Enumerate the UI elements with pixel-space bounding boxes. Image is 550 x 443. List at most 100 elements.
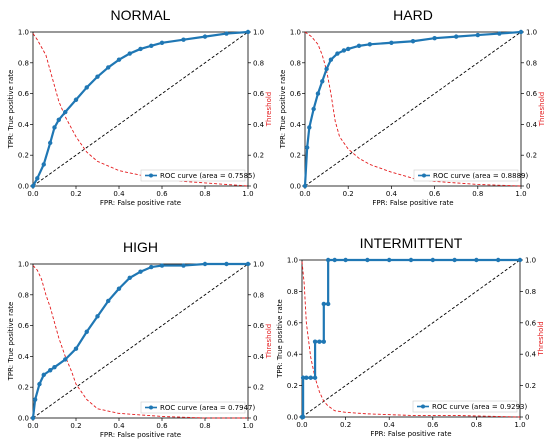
chart3-ytick-label: 0.0 — [18, 415, 29, 423]
chart2-roc-point — [315, 91, 321, 96]
chart3-roc-point — [127, 275, 132, 281]
chart2-ytick-label: 0.8 — [290, 59, 301, 67]
chart4-roc-point — [304, 375, 309, 380]
chart3-roc-point — [116, 286, 122, 291]
chart4-legend-label: ROC curve (area = 0.9293) — [432, 403, 527, 411]
chart2-legend-box — [413, 169, 519, 182]
chart3-diagonal-line — [32, 263, 249, 419]
chart3-ytick-label: 1.0 — [18, 261, 29, 269]
chart1-axes-frame — [32, 31, 249, 187]
chart2-xtick-label: 1.0 — [515, 190, 526, 198]
chart1-roc-point — [52, 125, 57, 130]
chart2-ytick-label: 0.0 — [290, 183, 301, 191]
chart3-roc-point — [224, 261, 229, 267]
chart3-threshold-line — [32, 265, 248, 419]
chart2-y2tick-label: 0.6 — [526, 90, 538, 98]
chart2-roc-point — [497, 31, 502, 36]
chart3-legend-label: ROC curve (area = 0.7947) — [160, 404, 255, 412]
chart3-roc-point — [48, 368, 53, 373]
chart4-roc-point — [517, 257, 523, 263]
chart3-axes-frame — [32, 263, 249, 419]
chart1-xlabel: FPR: False positive rate — [100, 199, 181, 207]
chart1-roc-point — [73, 97, 79, 102]
chart2-roc-point — [328, 57, 334, 62]
chart1-roc-point — [149, 43, 154, 49]
chart2-y2tick-label: 0.4 — [526, 121, 538, 129]
chart1-roc-point — [202, 34, 208, 39]
chart2-roc-point — [518, 29, 524, 35]
chart2-roc-point — [410, 39, 416, 44]
chart4-roc-point — [496, 257, 501, 263]
chart4-roc-point — [408, 257, 414, 263]
chart1-ytick-label: 0.8 — [18, 59, 29, 67]
chart3-roc-point — [30, 415, 36, 421]
chart3-legend-box — [140, 401, 246, 414]
chart1-xtick-label: 0.8 — [199, 190, 210, 198]
chart3-ytick-label: 0.8 — [18, 291, 29, 299]
chart2-roc-point — [454, 34, 459, 39]
chart3-xtick-label: 0.8 — [199, 422, 210, 430]
chart1-roc-point — [224, 31, 229, 36]
chart3-y2tick-label: 1.0 — [253, 261, 264, 269]
chart4-xlabel: FPR: False positive rate — [370, 430, 451, 438]
chart3-title: HIGH — [123, 239, 158, 255]
chart2-roc-point — [389, 40, 394, 45]
chart1-xtick-label: 0.6 — [156, 190, 168, 198]
chart4-xtick-label: 0.4 — [384, 421, 396, 429]
chart4-y2tick-label: 0 — [525, 414, 529, 422]
chart2-ytick-label: 0.6 — [290, 90, 302, 98]
chart3-roc-point — [106, 298, 111, 304]
chart4-roc-point — [325, 301, 331, 307]
chart1-xtick-label: 0.2 — [70, 190, 81, 198]
chart3-roc-point — [52, 364, 57, 370]
chart2-ylabel: TPR: True positive rate — [279, 70, 287, 150]
chart4-roc-point — [317, 339, 322, 344]
chart4-y2tick-label: 0.4 — [525, 351, 537, 359]
chart1-roc-point — [84, 85, 89, 90]
chart4-xtick-label: 0.2 — [340, 421, 351, 429]
chart3-xtick-label: 0.2 — [70, 422, 81, 430]
chart4-title: INTERMITTENT — [360, 235, 463, 251]
chart3-roc-point — [138, 269, 143, 274]
chart3-ytick-label: 0.4 — [18, 353, 30, 361]
chart2-ytick-label: 0.2 — [290, 152, 301, 160]
chart2-xtick-label: 0.0 — [299, 190, 310, 198]
chart1-roc-point — [48, 140, 53, 146]
chart4-roc-point — [321, 301, 326, 307]
chart1-roc-point — [159, 40, 165, 45]
chart1-y2tick-label: 0.4 — [253, 121, 265, 129]
chart2-y2label: Threshold — [538, 92, 546, 128]
chart1-xtick-label: 0.4 — [113, 190, 125, 198]
chart3-xtick-label: 1.0 — [242, 422, 253, 430]
chart1-diagonal-line — [32, 31, 249, 187]
chart4-ytick-label: 0.2 — [287, 382, 298, 390]
chart2-xlabel: FPR: False positive rate — [372, 199, 453, 207]
chart4-roc-point — [430, 257, 435, 263]
chart3-xlabel: FPR: False positive rate — [100, 431, 181, 439]
chart4-ylabel: TPR: True positive rate — [276, 299, 284, 379]
chart1-y2label: Threshold — [265, 92, 273, 128]
chart1-roc-point — [181, 37, 186, 42]
chart2-roc-point — [307, 125, 312, 130]
chart4-xtick-label: 1.0 — [514, 421, 525, 429]
chart3-roc-point — [32, 397, 38, 402]
chart3-roc-point — [63, 357, 68, 362]
chart4-roc-point — [325, 257, 331, 263]
chart2-y2tick-label: 1.0 — [526, 29, 537, 37]
chart1-threshold-line — [32, 33, 249, 187]
chart2-roc-point — [367, 42, 372, 47]
chart2-roc-point — [475, 32, 480, 38]
chart1-ytick-label: 0.6 — [18, 90, 30, 98]
chart1-xtick-label: 0.0 — [27, 190, 38, 198]
chart2-roc-point — [432, 35, 437, 41]
chart3-roc-point — [73, 346, 79, 351]
chart1-y2tick-label: 1.0 — [253, 29, 264, 37]
chart4-diagonal-line — [301, 259, 521, 418]
chart2-roc-line — [303, 30, 522, 187]
chart4-roc-point — [452, 257, 457, 263]
chart3-roc-point — [37, 381, 42, 387]
chart2-y2tick-label: 0.2 — [526, 152, 537, 160]
chart2-roc-point — [320, 79, 325, 84]
chart2-title: HARD — [393, 7, 433, 23]
